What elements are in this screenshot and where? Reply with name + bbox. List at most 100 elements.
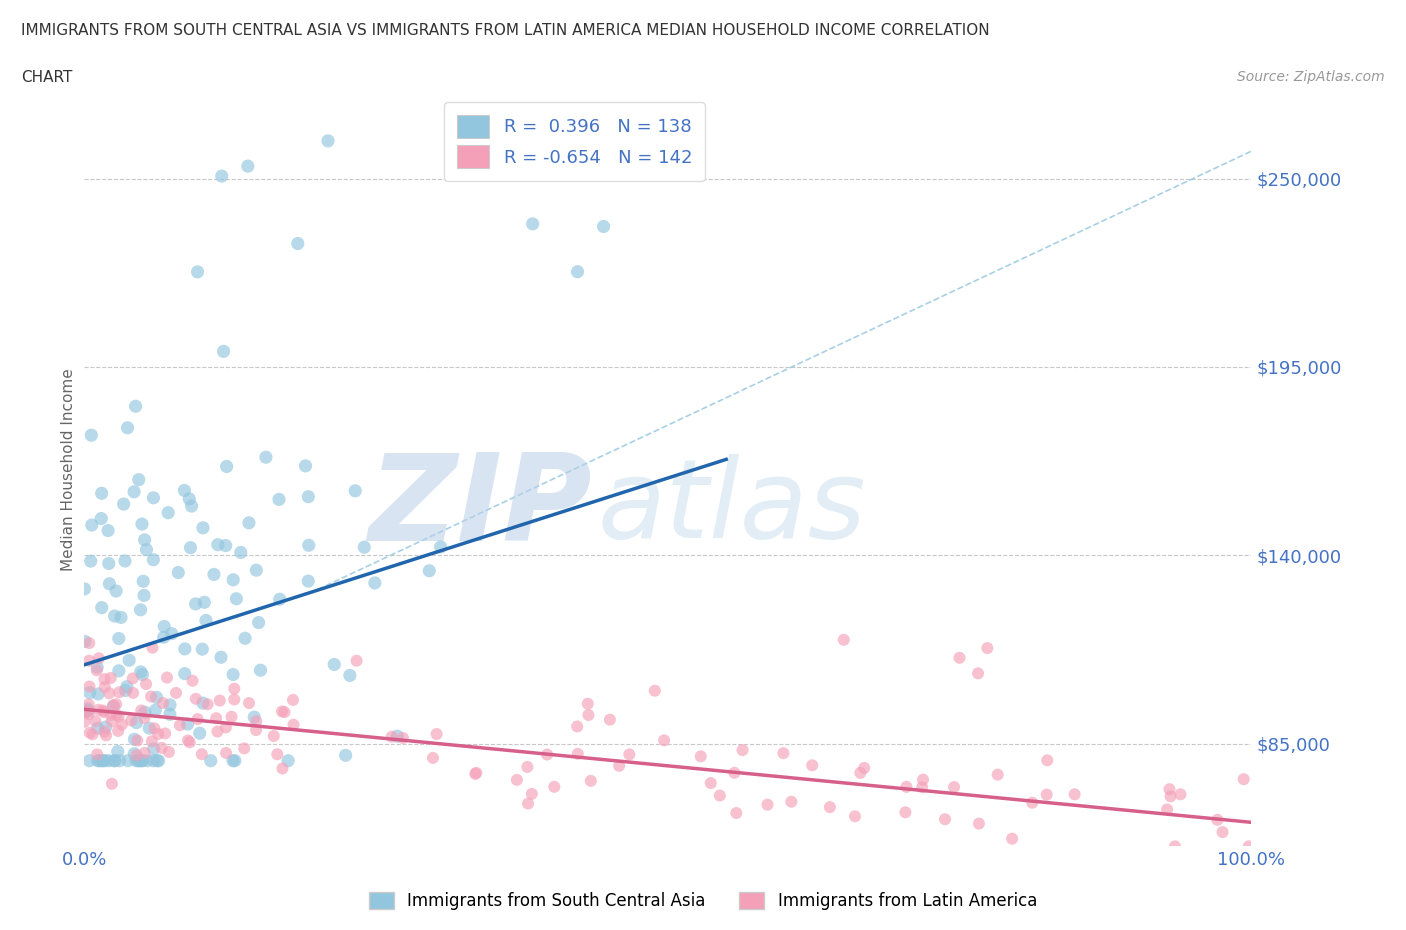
Point	[73, 714, 96, 729]
Point	[77, 653, 100, 668]
Point	[772, 746, 794, 761]
Point	[105, 707, 128, 722]
Point	[263, 728, 285, 743]
Point	[80, 553, 103, 568]
Point	[145, 690, 167, 705]
Point	[224, 753, 246, 768]
Point	[222, 753, 245, 768]
Point	[832, 632, 855, 647]
Point	[103, 753, 125, 768]
Point	[136, 753, 159, 768]
Point	[148, 726, 170, 741]
Point	[243, 710, 266, 724]
Point	[1212, 825, 1234, 840]
Point	[108, 753, 131, 768]
Point	[105, 697, 128, 711]
Point	[134, 705, 156, 720]
Point	[146, 753, 169, 768]
Point	[465, 765, 488, 780]
Text: atlas: atlas	[598, 454, 866, 561]
Point	[129, 603, 152, 618]
Point	[135, 677, 157, 692]
Point	[1035, 787, 1057, 802]
Point	[844, 809, 866, 824]
Point	[818, 800, 841, 815]
Point	[567, 719, 589, 734]
Point	[364, 576, 387, 591]
Point	[129, 664, 152, 679]
Point	[1164, 839, 1187, 854]
Point	[131, 753, 153, 768]
Point	[139, 689, 162, 704]
Point	[297, 489, 319, 504]
Point	[156, 671, 179, 685]
Point	[128, 753, 150, 768]
Point	[224, 682, 246, 697]
Point	[194, 613, 217, 628]
Point	[107, 744, 129, 759]
Point	[135, 542, 157, 557]
Point	[82, 727, 104, 742]
Point	[127, 753, 149, 768]
Point	[141, 734, 163, 749]
Point	[93, 705, 115, 720]
Point	[215, 538, 238, 553]
Point	[271, 704, 294, 719]
Point	[464, 766, 486, 781]
Point	[516, 760, 538, 775]
Point	[271, 761, 294, 776]
Point	[943, 779, 966, 794]
Point	[193, 595, 215, 610]
Point	[853, 761, 876, 776]
Point	[725, 805, 748, 820]
Point	[142, 552, 165, 567]
Point	[607, 758, 630, 773]
Point	[222, 667, 245, 682]
Point	[110, 610, 132, 625]
Point	[911, 772, 934, 787]
Point	[134, 711, 156, 725]
Point	[125, 748, 148, 763]
Point	[353, 539, 375, 554]
Point	[142, 490, 165, 505]
Point	[173, 642, 195, 657]
Point	[93, 671, 115, 686]
Point	[422, 751, 444, 765]
Point	[229, 545, 252, 560]
Point	[245, 723, 267, 737]
Point	[101, 698, 124, 712]
Point	[84, 714, 107, 729]
Y-axis label: Median Household Income: Median Household Income	[60, 368, 76, 571]
Point	[125, 715, 148, 730]
Point	[522, 217, 544, 232]
Point	[108, 663, 131, 678]
Point	[77, 697, 100, 711]
Point	[578, 708, 600, 723]
Point	[179, 491, 201, 506]
Point	[543, 779, 565, 794]
Point	[200, 753, 222, 768]
Point	[181, 673, 204, 688]
Legend: Immigrants from South Central Asia, Immigrants from Latin America: Immigrants from South Central Asia, Immi…	[363, 885, 1043, 917]
Point	[91, 753, 114, 768]
Point	[134, 533, 156, 548]
Point	[97, 753, 120, 768]
Text: ZIP: ZIP	[368, 449, 592, 565]
Point	[167, 565, 190, 580]
Point	[131, 753, 153, 768]
Point	[76, 704, 98, 719]
Point	[567, 747, 589, 762]
Point	[103, 753, 125, 768]
Point	[287, 236, 309, 251]
Point	[208, 693, 231, 708]
Point	[191, 642, 214, 657]
Point	[125, 753, 148, 768]
Point	[138, 721, 160, 736]
Point	[131, 517, 153, 532]
Point	[159, 698, 181, 712]
Point	[180, 498, 202, 513]
Point	[236, 159, 259, 174]
Point	[100, 708, 122, 723]
Point	[731, 743, 754, 758]
Point	[107, 724, 129, 738]
